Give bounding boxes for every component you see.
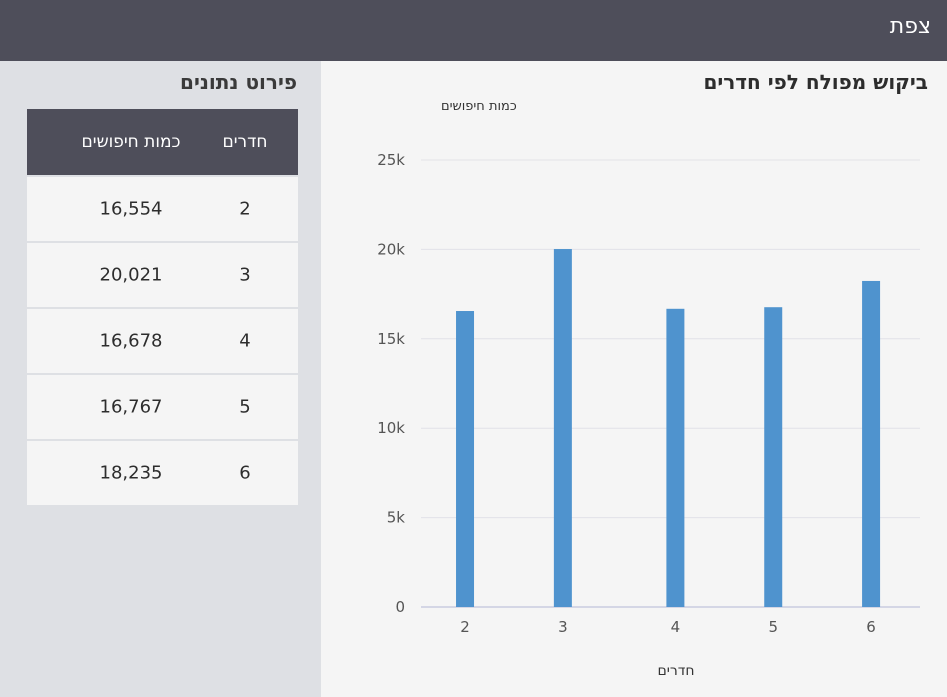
bar (553, 249, 572, 607)
table-row: 5 16,767 (27, 375, 298, 439)
table-cell-count: 16,554 (99, 198, 163, 220)
x-tick-label: 4 (671, 618, 681, 636)
table-cell-rooms: 2 (239, 198, 251, 220)
table-cell-count: 18,235 (99, 462, 163, 484)
table-cell-rooms: 4 (239, 330, 251, 352)
y-tick-label: 15k (377, 330, 405, 348)
bar-chart: 0 5k 10k 15k 20k 25k 2 3 4 5 6 כמות חיפושים חדרים (377, 99, 920, 679)
bar (764, 307, 783, 607)
bar (666, 308, 685, 607)
table-row: 4 16,678 (27, 309, 298, 373)
x-tick-label: 3 (558, 618, 568, 636)
x-tick-label: 2 (460, 618, 470, 636)
table-row: 3 20,021 (27, 243, 298, 307)
data-table: חדרים כמות חיפושים 2 16,554 3 20,021 4 1… (27, 109, 298, 505)
table-cell-count: 16,767 (99, 396, 163, 418)
bar (456, 311, 475, 607)
chart-title: ביקוש מפולח לפי חדרים (703, 70, 928, 94)
y-tick-label: 0 (395, 598, 405, 616)
x-axis-title: חדרים (657, 663, 694, 679)
table-row: 2 16,554 (27, 177, 298, 241)
data-details-panel: פירוט נתונים חדרים כמות חיפושים 2 16,554… (0, 61, 321, 697)
table-cell-count: 16,678 (99, 330, 163, 352)
y-tick-label: 5k (387, 509, 406, 527)
y-tick-label: 25k (377, 151, 405, 169)
header-bar: צפת (0, 0, 947, 61)
city-title: צפת (889, 14, 931, 39)
table-header-row: חדרים כמות חיפושים (27, 109, 298, 175)
x-tick-label: 5 (768, 618, 778, 636)
table-row: 6 18,235 (27, 441, 298, 505)
table-title: פירוט נתונים (180, 70, 297, 94)
table-cell-rooms: 5 (239, 396, 251, 418)
y-tick-label: 20k (377, 240, 405, 258)
table-header-rooms[interactable]: חדרים (222, 132, 268, 152)
bar (862, 280, 881, 607)
table-header-count[interactable]: כמות חיפושים (81, 132, 181, 152)
y-axis-title: כמות חיפושים (441, 99, 517, 114)
x-tick-label: 6 (866, 618, 876, 636)
table-cell-rooms: 3 (239, 264, 251, 286)
table-cell-rooms: 6 (239, 462, 251, 484)
table-cell-count: 20,021 (99, 264, 163, 286)
y-tick-label: 10k (377, 419, 405, 437)
chart-panel: ביקוש מפולח לפי חדרים 0 5k 10k 15k 20k 25k 2 3 4… (321, 61, 947, 697)
